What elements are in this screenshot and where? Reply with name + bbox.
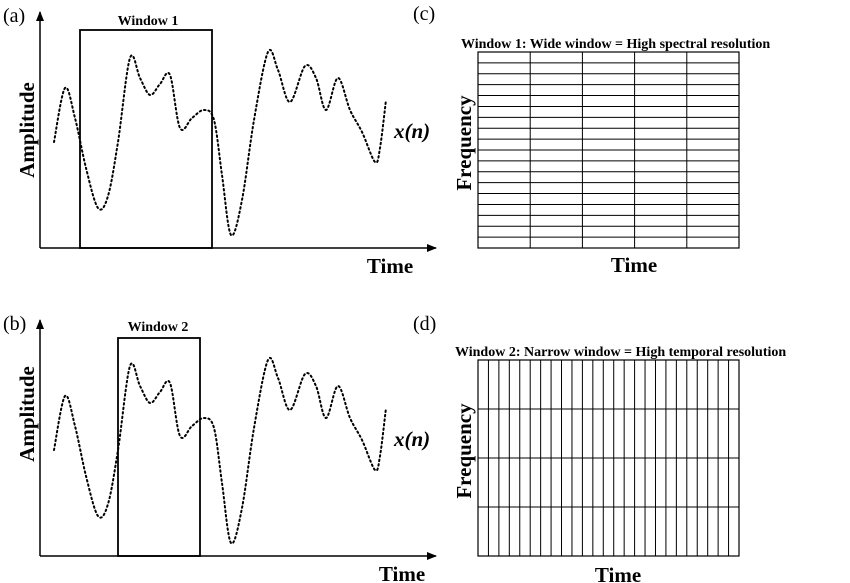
panel-d-tf-grid	[477, 359, 740, 557]
panel-d-title: Window 2: Narrow window = High temporal …	[455, 345, 786, 360]
panel-d: (d) Window 2: Narrow window = High tempo…	[413, 313, 786, 583]
panel-b-x-label: Time	[379, 562, 425, 583]
panel-d-x-label: Time	[595, 563, 641, 583]
panel-c-title: Window 1: Wide window = High spectral re…	[461, 37, 770, 52]
panel-b-signal-curve	[53, 357, 387, 545]
panel-b: (b) Amplitude Time Window 2 x(n)	[3, 313, 437, 583]
panel-c: (c) Window 1: Wide window = High spectra…	[413, 3, 770, 277]
panel-d-y-label: Frequency	[452, 403, 476, 499]
panel-c-y-label: Frequency	[452, 95, 476, 191]
panel-b-signal-label: x(n)	[393, 427, 430, 451]
panel-d-label: (d)	[413, 313, 436, 335]
panel-a-y-label: Amplitude	[15, 82, 39, 178]
panel-a: (a) Amplitude Time Window 1 x(n)	[3, 5, 437, 278]
window-2-label: Window 2	[128, 320, 189, 335]
panel-a-label: (a)	[3, 5, 25, 27]
panel-c-x-label: Time	[611, 253, 657, 277]
panel-a-x-label: Time	[367, 254, 413, 278]
window-1-label: Window 1	[118, 14, 179, 29]
panel-b-y-label: Amplitude	[15, 366, 39, 462]
panel-a-signal-curve	[53, 49, 387, 237]
panel-b-label: (b)	[3, 313, 26, 335]
panel-c-tf-grid	[477, 51, 740, 249]
window-1-box	[79, 29, 213, 249]
panel-c-label: (c)	[413, 3, 435, 25]
window-2-box	[117, 337, 201, 557]
panel-a-signal-label: x(n)	[393, 119, 430, 143]
